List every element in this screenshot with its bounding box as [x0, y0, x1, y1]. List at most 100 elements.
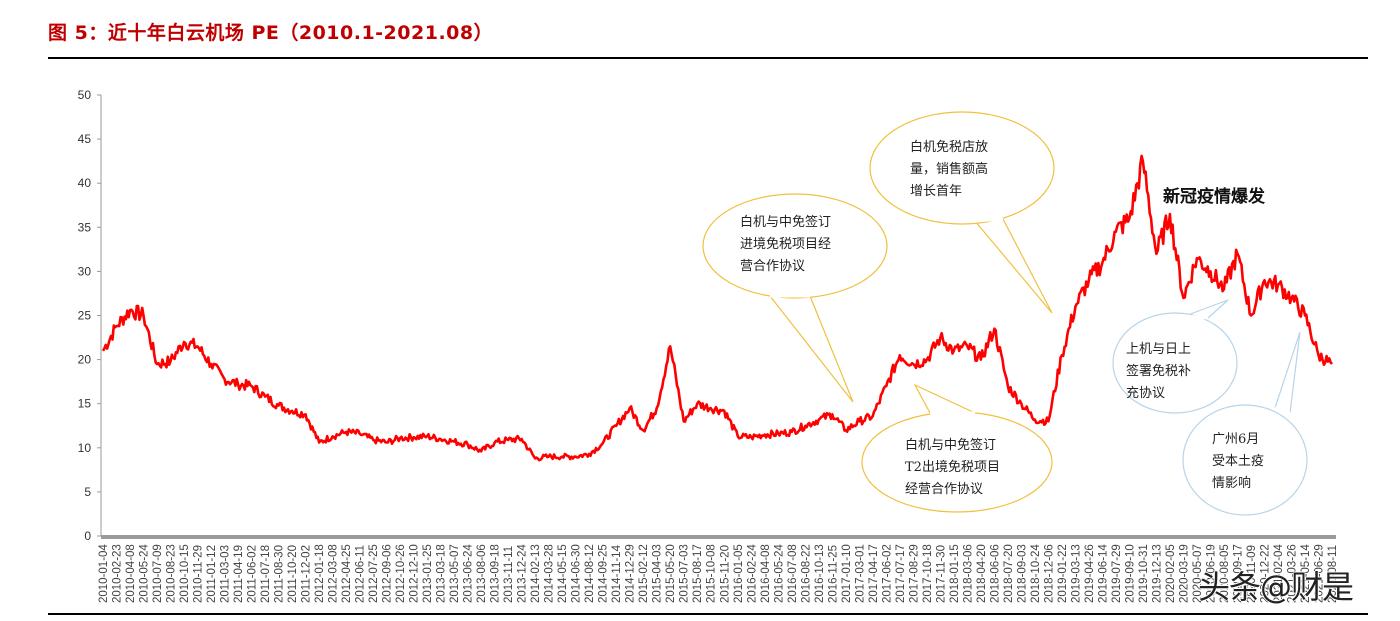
x-tick-label: 2020-08-05 [1219, 544, 1231, 603]
x-tick-label: 2015-05-20 [665, 544, 677, 603]
x-tick-label: 2016-07-08 [787, 544, 799, 603]
x-tick-label: 2013-09-18 [490, 544, 502, 603]
x-tick-label: 2015-11-20 [719, 545, 731, 603]
pe-series-line [101, 154, 1334, 462]
watermark: 头条@财是 [1198, 568, 1354, 606]
x-tick-label: 2020-03-19 [1178, 544, 1190, 603]
x-tick-label: 2013-01-25 [422, 544, 434, 603]
chart-title: 图 5：近十年白云机场 PE（2010.1-2021.08） [48, 22, 494, 44]
x-tick-label: 2011-03-03 [220, 545, 232, 603]
x-tick-label: 2017-08-29 [908, 544, 920, 603]
x-tick-label: 2012-09-06 [382, 544, 394, 603]
x-tick-label: 2019-09-10 [1124, 544, 1136, 603]
x-tick-label: 2016-04-08 [760, 544, 772, 603]
x-axis: 2010-01-04 2010-02-23 2010-04-08 2010-05-24… [98, 535, 1339, 603]
x-tick-label: 2016-05-24 [773, 544, 785, 603]
annotation-text: 进境免税项目经 [740, 237, 831, 252]
annotation-text: 情影响 [1212, 475, 1251, 491]
x-tick-label: 2018-09-03 [1016, 544, 1028, 603]
x-tick-label: 2020-02-05 [1165, 544, 1177, 603]
x-tick-label: 2012-12-10 [409, 544, 421, 603]
x-tick-label: 2018-12-06 [1043, 544, 1055, 603]
x-tick-label: 2018-01-15 [949, 544, 961, 603]
y-tick-label: 5 [84, 485, 91, 499]
x-tick-label: 2020-12-22 [1259, 544, 1271, 603]
x-tick-label: 2013-12-24 [517, 544, 529, 603]
x-tick-label: 2016-01-05 [733, 544, 745, 603]
x-tick-label: 2011-08-30 [274, 545, 286, 603]
x-tick-label: 2017-01-10 [841, 544, 853, 603]
y-tick-label: 10 [78, 441, 92, 455]
x-tick-label: 2016-11-25 [827, 545, 839, 603]
x-tick-label: 2014-05-15 [557, 544, 569, 603]
x-tick-label: 2013-11-11 [503, 546, 515, 603]
annotation-bubble [1182, 331, 1308, 516]
y-tick-label: 30 [78, 264, 92, 278]
x-tick-label: 2011-06-02 [247, 545, 259, 603]
x-tick-label: 2014-11-14 [611, 544, 623, 603]
y-tick-label: 25 [78, 309, 92, 323]
x-tick-label: 2013-03-18 [436, 544, 448, 603]
x-tick-label: 2021-03-26 [1286, 544, 1298, 603]
x-tick-label: 2012-04-25 [341, 544, 353, 603]
annotation-bubbles [702, 111, 1308, 516]
x-tick-label: 2011-10-20 [287, 545, 299, 603]
x-tick-label: 2010-02-23 [112, 544, 124, 603]
annotation-text: 增长首年 [910, 184, 962, 199]
x-tick-label: 2014-12-29 [625, 544, 637, 603]
x-tick-label: 2020-11-09 [1246, 545, 1258, 603]
x-tick-label: 2015-10-08 [706, 544, 718, 603]
x-tick-label: 2015-02-12 [638, 544, 650, 603]
x-tick-label: 2014-03-28 [544, 544, 556, 603]
x-tick-label: 2011-04-19 [233, 545, 245, 603]
x-tick-label: 2019-10-31 [1138, 544, 1150, 603]
annotation-text: 量，销售额高 [910, 161, 988, 177]
x-tick-label: 2013-08-06 [476, 544, 488, 603]
x-tick-label: 2019-01-22 [1057, 544, 1069, 603]
x-tick-label: 2018-03-06 [962, 544, 974, 603]
x-tick-label: 2019-12-13 [1151, 544, 1163, 603]
annotation-text: 签署免税补 [1126, 363, 1191, 379]
x-tick-label: 2018-07-20 [1003, 544, 1015, 603]
x-tick-label: 2020-05-07 [1192, 544, 1204, 603]
annotation-text: 经营合作协议 [905, 482, 983, 497]
y-tick-label: 45 [78, 132, 92, 146]
annotation-text: 受本土疫 [1212, 453, 1264, 469]
annotation-text: 营合作协议 [740, 259, 805, 274]
x-tick-label: 2016-10-13 [814, 544, 826, 603]
x-tick-label: 2014-08-12 [584, 544, 596, 603]
x-tick-label: 2015-08-17 [692, 544, 704, 603]
y-tick-label: 50 [78, 88, 92, 102]
x-tick-label: 2010-08-23 [166, 544, 178, 603]
x-tick-label: 2020-09-17 [1232, 544, 1244, 603]
y-axis: 0 5 10 15 20 25 30 35 40 45 50 [78, 88, 102, 543]
x-tick-label: 2019-07-29 [1111, 544, 1123, 603]
x-tick-label: 2010-11-29 [193, 545, 205, 603]
annotation-bubble [861, 383, 1053, 513]
x-tick-label: 2017-10-18 [922, 544, 934, 603]
x-tick-label: 2015-04-03 [652, 544, 664, 603]
x-tick-label: 2017-06-02 [881, 544, 893, 603]
top-divider [48, 57, 1368, 59]
x-tick-label: 2015-07-03 [679, 544, 691, 603]
x-tick-label: 2012-06-11 [355, 545, 367, 603]
x-tick-label: 2018-06-06 [989, 544, 1001, 603]
x-tick-label: 2012-10-26 [395, 544, 407, 603]
x-tick-label: 2018-04-20 [976, 544, 988, 603]
x-tick-label: 2014-06-30 [571, 544, 583, 603]
annotation-text: 上机与日上 [1126, 342, 1191, 357]
x-tick-label: 2020-06-19 [1205, 544, 1217, 603]
annotation-text: 白机与中免签订 [905, 437, 996, 453]
annotation-text: 白机与中免签订 [740, 214, 831, 230]
annotation-bubble [702, 193, 888, 403]
x-tick-label: 2010-04-08 [125, 544, 137, 603]
annotation-text: 广州6月 [1212, 432, 1259, 447]
y-tick-label: 35 [78, 220, 92, 234]
annotation-text: T2出境免税项目 [905, 460, 1000, 475]
annotation-texts: 白机与中免签订进境免税项目经营合作协议白机免税店放量，销售额高增长首年白机与中免… [740, 139, 1266, 497]
annotation-text: 充协议 [1126, 385, 1165, 401]
y-tick-label: 40 [78, 176, 92, 190]
x-tick-label: 2017-07-17 [895, 544, 907, 603]
x-tick-label: 2019-06-14 [1097, 544, 1109, 603]
